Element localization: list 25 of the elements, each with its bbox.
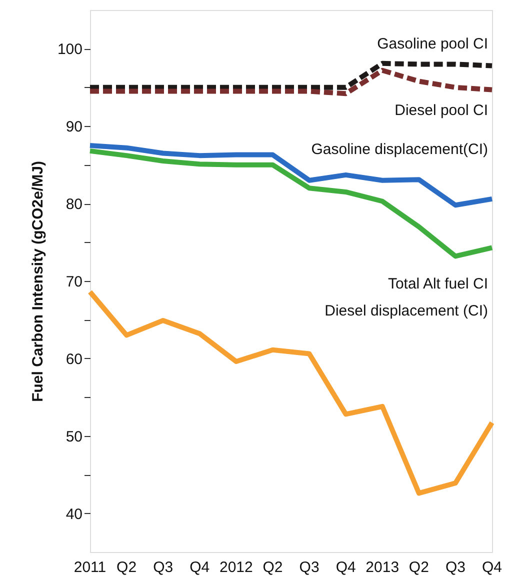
y-tick-label: 50: [66, 428, 82, 446]
y-tick-label: 70: [66, 274, 82, 290]
x-tick-label: 2011: [74, 559, 106, 576]
series-label: Gasoline displacement(CI): [311, 140, 488, 158]
text: Diesel displacement (CI): [324, 302, 488, 320]
series-label: Total Alt fuel CI: [388, 276, 488, 293]
y-tick-label: 90: [66, 118, 82, 136]
y-tick-label: 80: [66, 196, 82, 214]
x-tick-label: Q4: [336, 559, 356, 576]
x-tick-label: Q4: [482, 559, 502, 576]
y-tick-label: 100: [57, 41, 82, 58]
y-tick-label: 60: [66, 350, 82, 368]
x-tick-label: Q2: [262, 559, 283, 576]
y-axis-title: Fuel Carbon Intensity (gCO2e/MJ): [29, 161, 46, 402]
x-tick-label: Q3: [153, 559, 174, 576]
x-tick-label: Q2: [408, 559, 429, 576]
series-label: Gasoline pool CI: [377, 36, 488, 53]
x-tick-label: 2013: [366, 559, 400, 576]
x-tick-label: Q3: [445, 559, 466, 576]
x-tick-label: Q2: [116, 559, 137, 576]
series-label: Diesel pool CI: [394, 102, 488, 119]
y-tick-label: 40: [66, 506, 82, 523]
x-tick-label: Q3: [299, 559, 320, 576]
x-tick-label: 2012: [219, 559, 253, 576]
x-tick-label: Q4: [190, 559, 210, 576]
